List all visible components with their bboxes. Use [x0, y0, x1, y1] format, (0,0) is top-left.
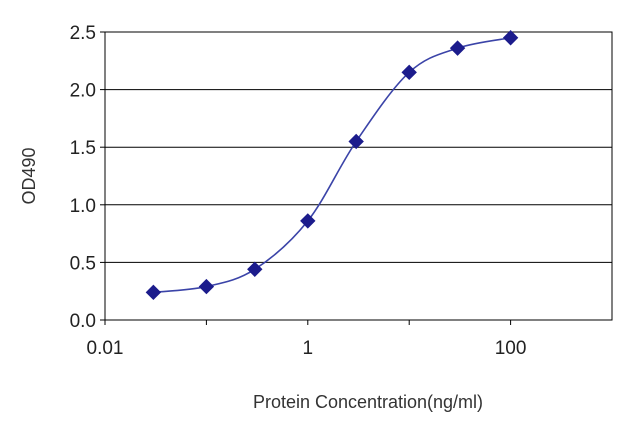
data-point-3 [300, 213, 316, 229]
x-axis-label: Protein Concentration(ng/ml) [253, 392, 483, 412]
y-tick-label-5: 2.5 [70, 23, 96, 44]
curve-layer [153, 36, 511, 294]
data-point-1 [198, 278, 215, 295]
plot-area [104, 31, 613, 321]
y-tick-label-0: 0.0 [70, 311, 96, 332]
x-tick-label-1: 1 [303, 338, 314, 359]
data-points [145, 30, 519, 301]
y-tick-label-1: 0.5 [70, 253, 96, 274]
y-axis-ticks: 0.0 0.5 1.0 1.5 2.0 2.5 [70, 23, 105, 332]
x-tick-label-0: 0.01 [87, 338, 124, 359]
y-tick-label-4: 2.0 [70, 81, 96, 102]
x-axis-ticks: 0.01 1 100 [87, 320, 527, 359]
data-point-5 [401, 64, 417, 81]
x-tick-label-2: 100 [495, 338, 527, 359]
data-point-0 [145, 284, 162, 301]
data-point-2 [247, 261, 263, 278]
grid-lines [105, 89, 612, 263]
data-point-6 [449, 40, 466, 56]
data-point-7 [502, 30, 519, 46]
series-line-0 [153, 36, 511, 294]
y-axis-label: OD490 [19, 147, 39, 204]
data-point-4 [348, 133, 364, 150]
y-tick-label-2: 1.0 [70, 196, 96, 217]
y-tick-label-3: 1.5 [70, 138, 96, 159]
